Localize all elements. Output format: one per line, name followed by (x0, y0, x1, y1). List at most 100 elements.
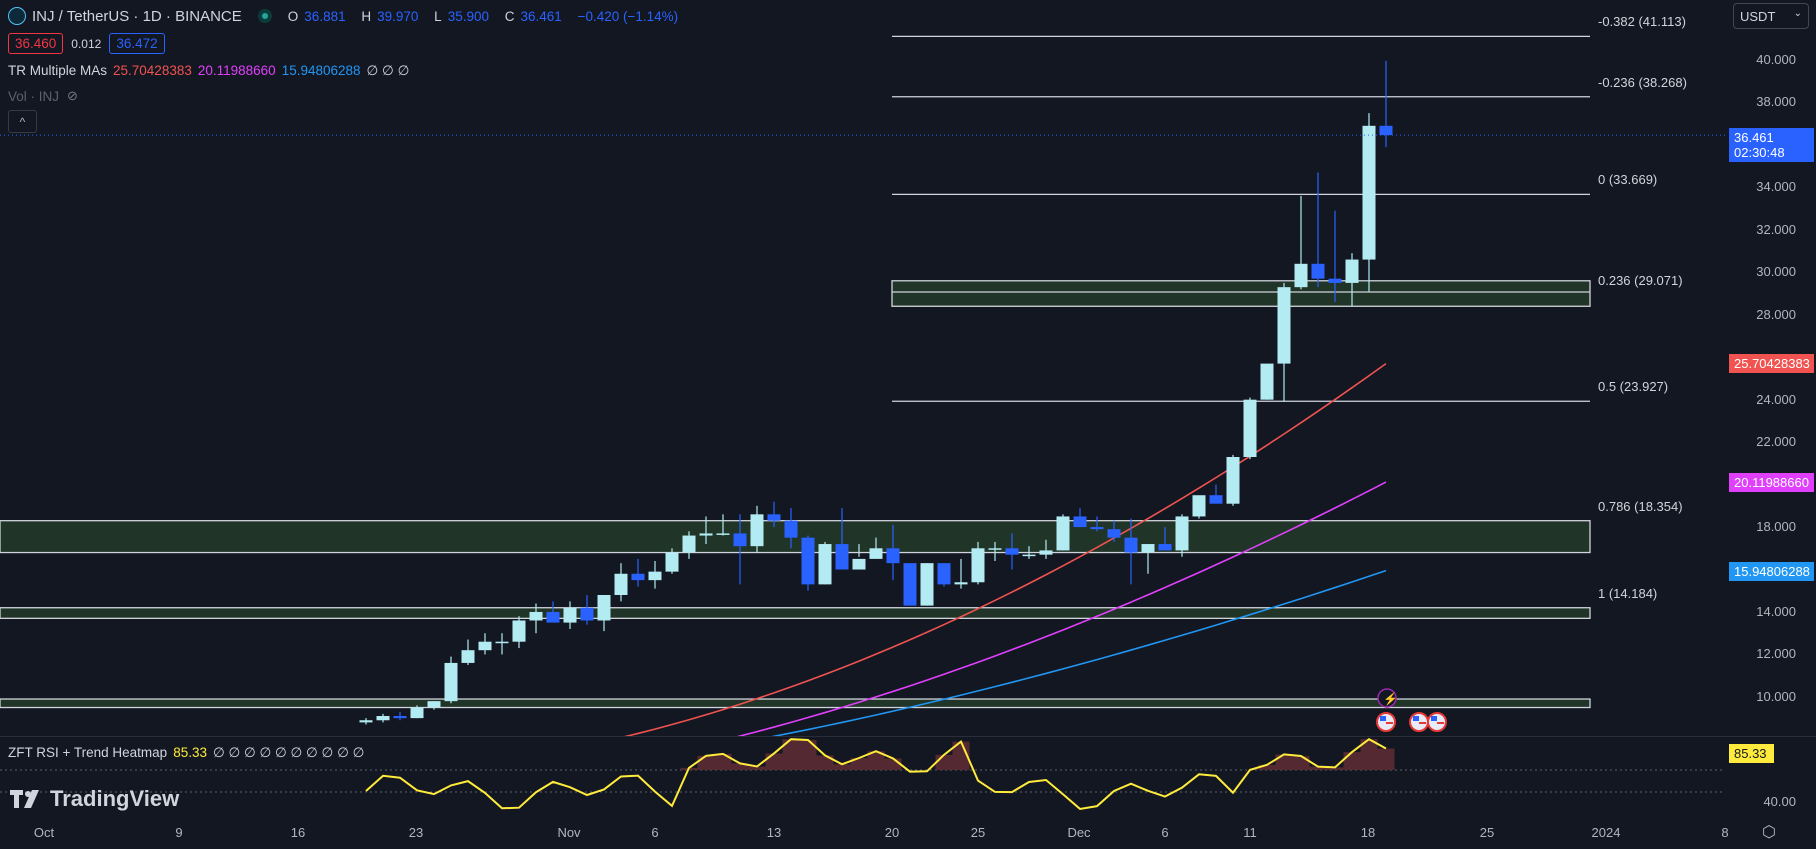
candle[interactable] (495, 633, 509, 655)
candle[interactable] (1039, 539, 1053, 559)
candle[interactable] (852, 544, 866, 570)
candle[interactable] (835, 507, 849, 570)
candle[interactable] (529, 603, 543, 634)
candle[interactable] (410, 705, 424, 719)
price-axis-label: 34.000 (1756, 179, 1796, 195)
fib-level-label: 0.786 (18.354) (1598, 498, 1683, 514)
candle[interactable] (461, 639, 475, 666)
candle[interactable] (614, 563, 628, 602)
candle[interactable] (682, 531, 696, 559)
collapse-legend-button[interactable]: ^ (8, 110, 37, 133)
candle[interactable] (478, 633, 492, 655)
candle[interactable] (1209, 484, 1223, 504)
candle[interactable] (1056, 514, 1070, 551)
gear-icon[interactable]: ⬡ (1762, 824, 1776, 841)
rsi-value-tag: 85.33 (1729, 744, 1774, 763)
support-zone[interactable] (0, 607, 1591, 619)
candle[interactable] (597, 594, 611, 632)
support-zone[interactable] (0, 698, 1591, 709)
candle[interactable] (1226, 454, 1240, 506)
price-axis-label: 30.000 (1756, 264, 1796, 280)
candle[interactable] (971, 541, 985, 585)
candle[interactable] (393, 711, 407, 721)
buy-price-button[interactable]: 36.472 (109, 33, 165, 54)
candle[interactable] (648, 561, 662, 589)
candle[interactable] (665, 548, 679, 574)
candle[interactable] (699, 516, 713, 545)
price-axis-label: 12.000 (1756, 646, 1796, 662)
svg-text:⚡: ⚡ (1383, 692, 1398, 706)
fib-level-label: 0 (33.669) (1598, 172, 1658, 188)
candle[interactable] (1379, 60, 1393, 148)
candle[interactable] (988, 541, 1002, 562)
candle[interactable] (954, 558, 968, 589)
candle[interactable] (1328, 210, 1342, 303)
fib-level-label: -0.382 (41.113) (1598, 14, 1686, 30)
candle[interactable] (801, 535, 815, 591)
candle[interactable] (1260, 363, 1274, 400)
candle[interactable] (1158, 527, 1172, 551)
last-price-tag: 36.461 02:30:48 (1729, 128, 1814, 162)
rsi-indicator-legend[interactable]: ZFT RSI + Trend Heatmap 85.33 ∅ ∅ ∅ ∅ ∅ … (8, 745, 364, 761)
rsi-pane[interactable] (0, 738, 1722, 810)
candle[interactable] (376, 713, 390, 723)
time-axis-label: 18 (1360, 825, 1376, 840)
time-axis-label: 9 (175, 825, 183, 840)
candle[interactable] (1124, 518, 1138, 585)
candle[interactable] (1107, 520, 1121, 542)
candle[interactable] (1141, 544, 1155, 574)
candle[interactable] (1362, 113, 1376, 292)
symbol-title[interactable]: INJ / TetherUS · 1D · BINANCE (32, 7, 242, 25)
support-zone[interactable] (891, 280, 1591, 307)
eye-hidden-icon[interactable]: ⊘ (67, 88, 78, 103)
sell-price-button[interactable]: 36.460 (8, 33, 64, 54)
pane-separator[interactable] (0, 736, 1816, 737)
candle[interactable] (1277, 282, 1291, 402)
candle[interactable] (1345, 253, 1359, 307)
candle[interactable] (818, 541, 832, 585)
candle[interactable] (733, 514, 747, 585)
candle[interactable] (631, 558, 645, 587)
candle[interactable] (716, 514, 730, 536)
price-axis-label: 22.000 (1756, 434, 1796, 450)
candle[interactable] (359, 718, 373, 725)
candle[interactable] (1175, 514, 1189, 557)
volume-indicator-legend[interactable]: Vol · INJ ⊘ (8, 88, 78, 104)
time-axis-label: 23 (408, 825, 424, 840)
candle[interactable] (886, 524, 900, 581)
time-axis-label: 16 (290, 825, 306, 840)
candle[interactable] (1005, 533, 1019, 570)
candle[interactable] (869, 537, 883, 559)
candle[interactable] (1073, 507, 1087, 528)
ma-indicator-legend[interactable]: TR Multiple MAs 25.70428383 20.11988660 … (8, 63, 409, 79)
candle[interactable] (580, 594, 594, 625)
price-axis-label: 18.000 (1756, 519, 1796, 535)
candle[interactable] (920, 563, 934, 606)
currency-select[interactable]: USDT ⌄ (1733, 3, 1809, 29)
candle[interactable] (1311, 172, 1325, 288)
candle[interactable] (750, 505, 764, 553)
candle[interactable] (1192, 495, 1206, 519)
ma-value-tag: 15.94806288 (1729, 561, 1814, 581)
candle[interactable] (427, 701, 441, 710)
candle[interactable] (1243, 397, 1257, 460)
candle[interactable] (512, 616, 526, 649)
price-axis-label: 32.000 (1756, 221, 1796, 237)
candle[interactable] (546, 601, 560, 623)
rsi-value: 85.33 (173, 745, 207, 760)
time-axis-label: 20 (884, 825, 900, 840)
candle[interactable] (1090, 516, 1104, 532)
candle[interactable] (563, 601, 577, 629)
candle[interactable] (903, 563, 917, 606)
candle[interactable] (1294, 195, 1308, 290)
candle[interactable] (937, 563, 951, 587)
candle[interactable] (1022, 546, 1036, 559)
candle[interactable] (784, 507, 798, 549)
fib-level-label: 0.236 (29.071) (1598, 272, 1683, 288)
candle[interactable] (444, 656, 458, 704)
market-status-icon[interactable] (257, 9, 272, 23)
economic-event-icons[interactable]: ⚡ (1376, 688, 1447, 732)
candle[interactable] (767, 501, 781, 528)
tradingview-logo[interactable]: TradingView (10, 786, 179, 812)
